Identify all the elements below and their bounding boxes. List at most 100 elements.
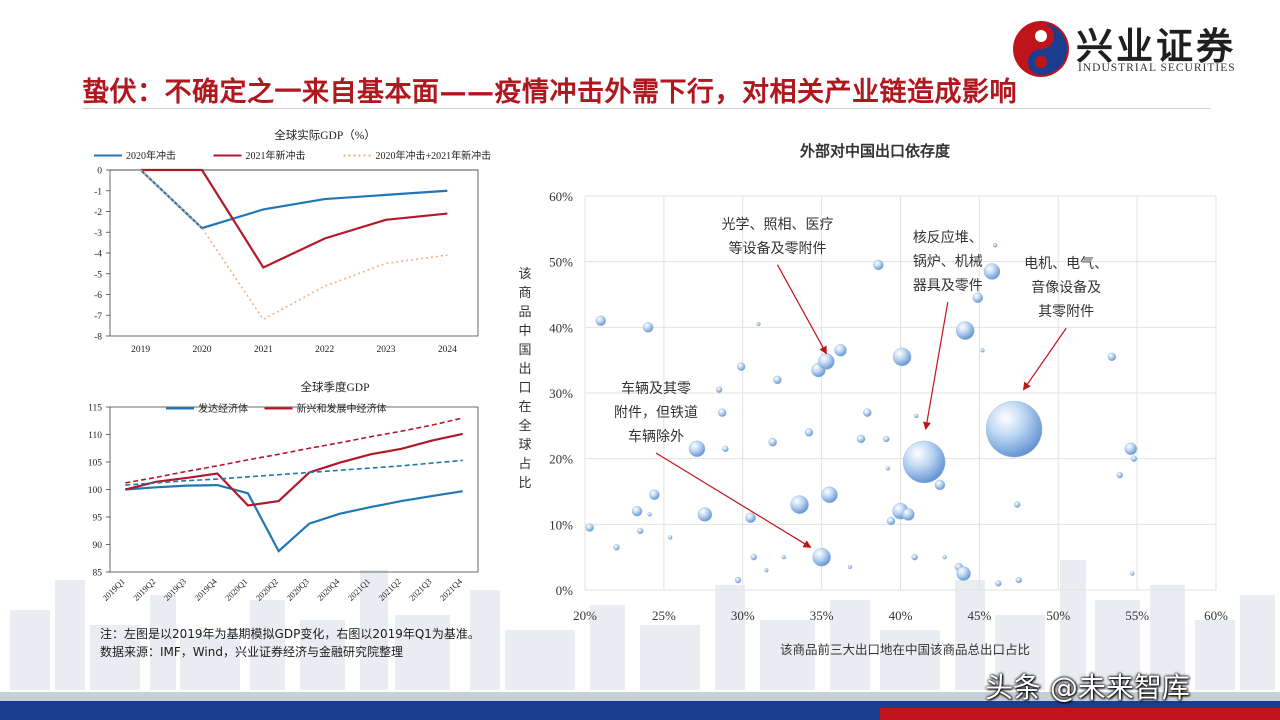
- y-axis-label: 该商品中国出口在全球占比: [518, 267, 531, 491]
- scatter-point: [1130, 571, 1135, 576]
- x-tick-label: 2022: [315, 345, 334, 355]
- y-axis-label-char: 全: [518, 418, 531, 434]
- legend-label: 新兴和发展中经济体: [297, 402, 387, 415]
- y-tick-label: 115: [88, 404, 102, 414]
- scatter-point: [745, 512, 756, 524]
- y-tick-label: -7: [94, 312, 102, 322]
- annotation-text: 核反应堆、: [913, 229, 983, 246]
- y-axis-label-char: 在: [518, 400, 531, 415]
- scatter-point: [1124, 442, 1138, 456]
- y-axis-label-char: 口: [518, 381, 531, 396]
- x-tick-label: 2021Q3: [407, 576, 433, 602]
- y-tick-label: 0%: [556, 583, 574, 598]
- x-tick-label: 50%: [1046, 608, 1070, 623]
- x-tick-label: 45%: [967, 608, 991, 623]
- x-tick-label: 35%: [810, 608, 834, 623]
- x-tick-label: 30%: [731, 608, 755, 623]
- series-line: [140, 169, 448, 321]
- scatter-point: [790, 495, 809, 514]
- y-axis-label-char: 品: [518, 305, 531, 320]
- series-line: [125, 459, 463, 486]
- scatter-point: [1130, 455, 1138, 462]
- scatter-point: [804, 428, 814, 437]
- scatter-point: [636, 527, 644, 535]
- annotation-arrow: [922, 301, 949, 431]
- series-line: [140, 168, 448, 269]
- x-tick-label: 2024: [438, 345, 457, 355]
- annotation-arrow: [1022, 327, 1067, 391]
- y-axis-label-char: 商: [518, 286, 531, 301]
- chart-series: [125, 417, 463, 553]
- y-axis-label-char: 球: [518, 438, 531, 453]
- scatter-point: [983, 263, 1001, 280]
- scatter-point: [773, 375, 782, 385]
- x-tick-label: 2019: [131, 345, 150, 355]
- scatter-point: [821, 486, 838, 504]
- legend-label: 发达经济体: [198, 402, 248, 415]
- scatter-point: [934, 479, 946, 491]
- legend-label: 2021年新冲击: [246, 149, 306, 162]
- scatter-point: [992, 243, 998, 248]
- scatter-point: [995, 580, 1002, 587]
- chart-annotations: 光学、照相、医疗等设备及零附件核反应堆、锅炉、机械器具及零件电机、电气、音像设备…: [614, 217, 1108, 548]
- annotation-text: 锅炉、机械: [913, 254, 983, 270]
- series-line: [125, 483, 463, 553]
- y-tick-label: 20%: [549, 452, 573, 467]
- x-tick-label: 60%: [1204, 608, 1228, 623]
- scatter-point: [980, 348, 985, 353]
- series-line: [125, 432, 463, 507]
- scatter-point: [885, 466, 891, 471]
- annotation-text: 其零附件: [1038, 304, 1094, 320]
- y-tick-label: 60%: [549, 189, 573, 204]
- y-tick-label: -6: [94, 291, 102, 301]
- y-tick-label: 90: [93, 541, 103, 551]
- y-tick-label: -5: [94, 270, 102, 280]
- scatter-point: [886, 516, 896, 526]
- scatter-point: [631, 505, 643, 517]
- scatter-point: [595, 315, 607, 327]
- chart-legend: 2020年冲击 2021年新冲击 2020年冲击+2021年新冲击: [94, 149, 491, 162]
- plot-frame: [109, 406, 479, 573]
- chart-global-real-gdp: 全球实际GDP（%） 2020年冲击 2021年新冲击 2020年冲击+2021年新…: [94, 128, 491, 355]
- logo-chinese-name: 兴业证券: [1076, 24, 1236, 68]
- x-tick-label: 2019Q3: [162, 576, 188, 602]
- scatter-point: [764, 568, 769, 573]
- title-divider: [82, 108, 1210, 109]
- scatter-point: [768, 438, 777, 447]
- watermark: 头条 @未来智库: [985, 671, 1190, 704]
- scatter-point: [781, 554, 787, 560]
- y-tick-label: 10%: [549, 517, 573, 532]
- x-tick-label: 2021Q4: [438, 576, 465, 603]
- scatter-point: [883, 435, 890, 443]
- annotation-text: 附件，但铁道: [614, 405, 698, 421]
- annotation-arrow: [776, 264, 827, 355]
- y-tick-label: -1: [94, 187, 102, 197]
- scatter-point: [1013, 501, 1021, 508]
- scatter-point: [847, 564, 853, 570]
- scatter-point: [756, 321, 761, 327]
- chart-points: [585, 243, 1138, 587]
- scatter-point: [1116, 471, 1124, 479]
- annotation-text: 车辆除外: [628, 428, 684, 445]
- x-tick-label: 2020Q3: [284, 576, 310, 602]
- y-tick-label: -2: [94, 208, 102, 218]
- logo-english-name: INDUSTRIAL SECURITIES: [1078, 62, 1236, 74]
- scatter-point: [715, 386, 723, 393]
- y-tick-label: 50%: [549, 255, 573, 270]
- scatter-point: [736, 362, 746, 371]
- x-tick-label: 2020Q2: [254, 576, 280, 602]
- scatter-point: [818, 353, 835, 370]
- scatter-point: [863, 408, 872, 417]
- y-tick-label: 100: [88, 486, 103, 496]
- y-axis-label-char: 中: [518, 324, 531, 339]
- scatter-point: [722, 445, 729, 453]
- x-tick-label: 40%: [889, 608, 913, 623]
- y-tick-label: 85: [93, 569, 103, 579]
- y-axis-label-char: 占: [518, 457, 531, 472]
- y-tick-label: 95: [93, 514, 103, 524]
- y-tick-label: 30%: [549, 386, 573, 401]
- x-tick-label: 2023: [377, 345, 396, 355]
